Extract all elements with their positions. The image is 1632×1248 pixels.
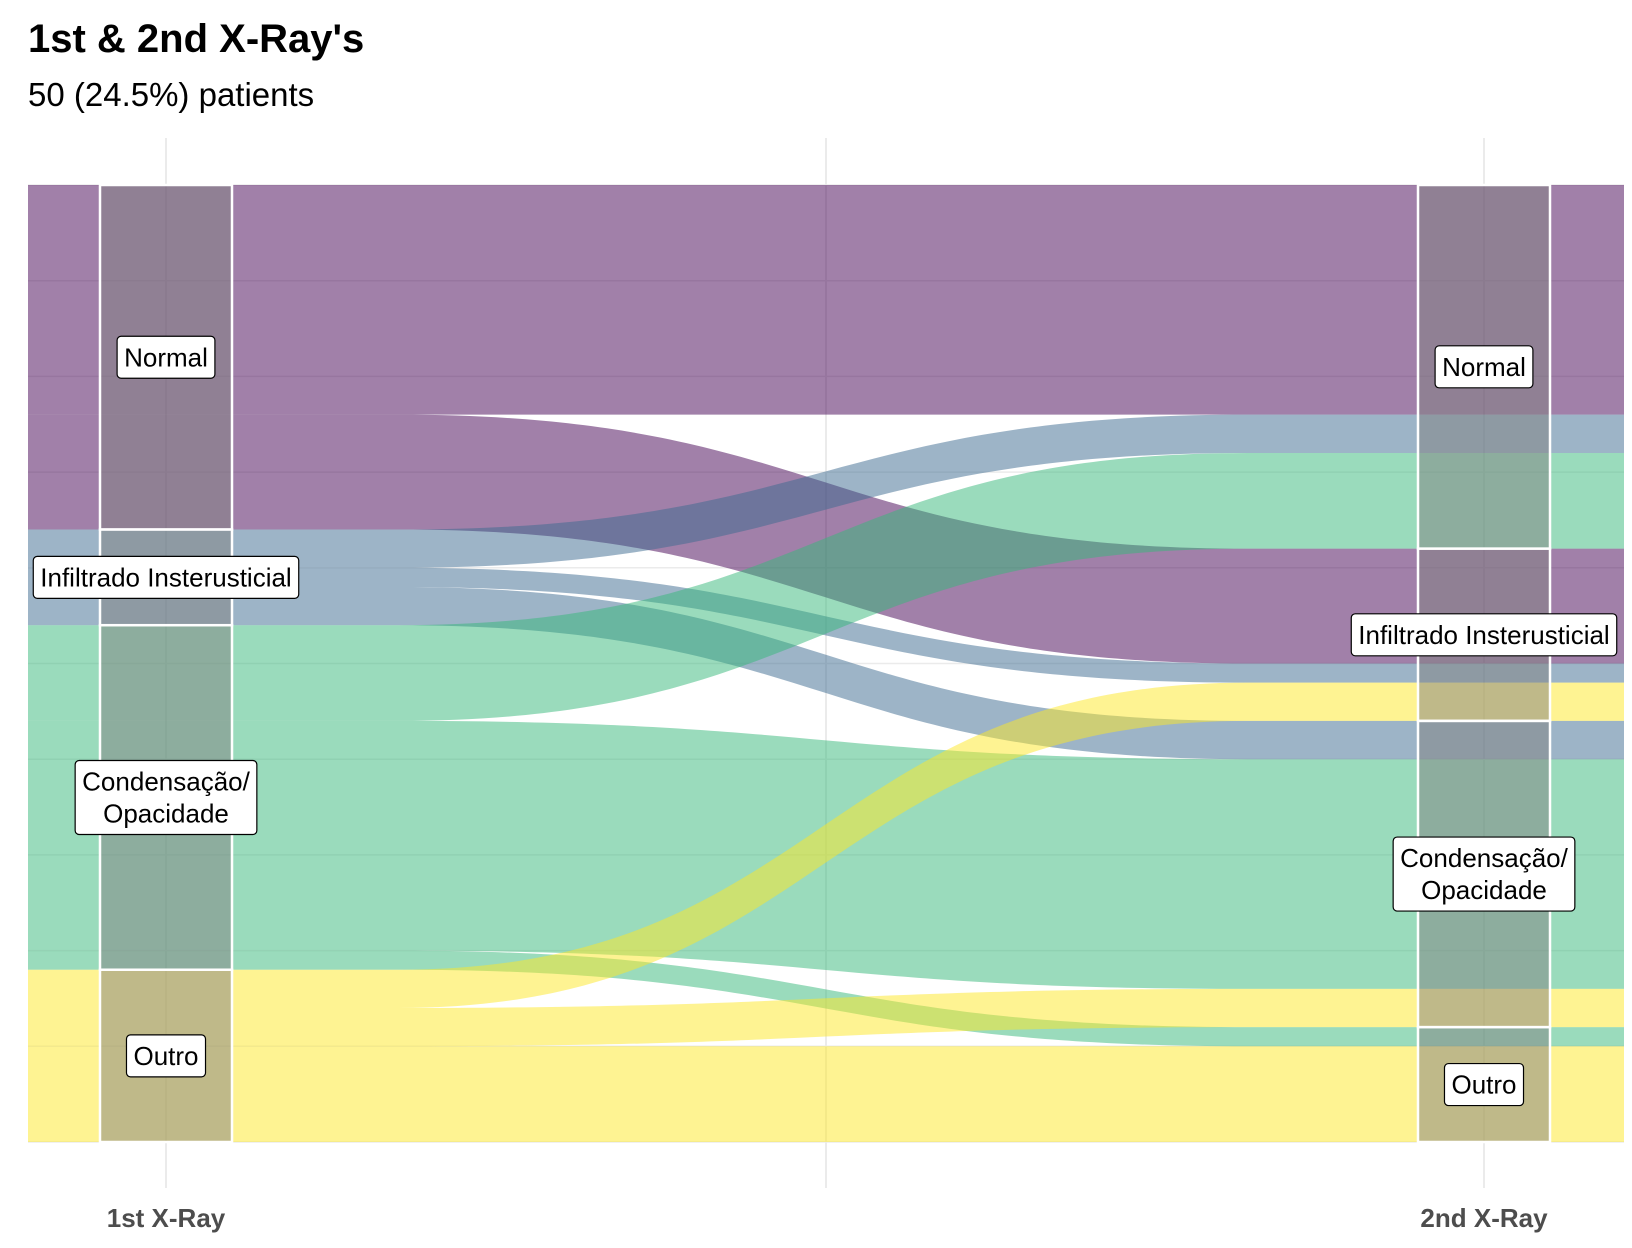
left-node-label-condensacao: Condensação/Opacidade — [74, 759, 258, 836]
node-label-text: Opacidade — [1421, 875, 1547, 905]
node-label-box — [1443, 1062, 1525, 1107]
node-label-box — [116, 335, 216, 379]
node-label-text: Opacidade — [103, 798, 229, 828]
nodes: Normal Infiltrado Insterusticial Condensaç… — [32, 183, 1618, 1144]
flow-normal-to-normal — [28, 185, 1624, 415]
flow-infiltrado-to-condensacao — [28, 586, 1624, 760]
flow-outro-to-outro — [28, 1046, 1624, 1142]
node-label-text: Normal — [124, 342, 208, 372]
node-label-text: Outro — [1451, 1070, 1516, 1100]
flow-outro-to-infiltrado — [28, 682, 1624, 1009]
left-node-label-infiltrado: Infiltrado Insterusticial — [32, 555, 300, 599]
flow-condensacao-to-normal — [28, 452, 1624, 721]
chart-title: 1st & 2nd X-Ray's — [28, 17, 364, 61]
flows — [28, 185, 1624, 1142]
left-node-label-normal: Normal — [116, 335, 216, 379]
node-label-box — [125, 1034, 207, 1078]
node-label-text: Condensação/ — [1400, 843, 1568, 873]
node-label-text: Infiltrado Insterusticial — [40, 562, 291, 592]
node-label-text: Condensação/ — [82, 766, 250, 796]
flow-infiltrado-to-normal — [28, 414, 1624, 568]
right-node-label-condensacao: Condensação/Opacidade — [1392, 836, 1576, 912]
left-node-label-outro: Outro — [125, 1034, 207, 1078]
right-node-label-normal: Normal — [1434, 345, 1534, 389]
flow-outro-to-condensacao — [28, 988, 1624, 1047]
right-node-label-infiltrado: Infiltrado Insterusticial — [1350, 613, 1618, 657]
node-label-box — [74, 759, 258, 836]
axis-label-2: 2nd X-Ray — [1420, 1203, 1548, 1233]
node-label-box — [32, 555, 300, 599]
right-node-label-outro: Outro — [1443, 1062, 1525, 1107]
axis-labels: 1st X-Ray 2nd X-Ray — [107, 1203, 1548, 1233]
axis-label-1: 1st X-Ray — [107, 1203, 226, 1233]
chart-subtitle: 50 (24.5%) patients — [28, 76, 314, 113]
node-label-box — [1392, 836, 1576, 912]
node-label-box — [1350, 613, 1618, 657]
node-label-text: Normal — [1442, 352, 1526, 382]
node-label-box — [1434, 345, 1534, 389]
node-label-text: Outro — [133, 1041, 198, 1071]
node-label-text: Infiltrado Insterusticial — [1358, 620, 1609, 650]
